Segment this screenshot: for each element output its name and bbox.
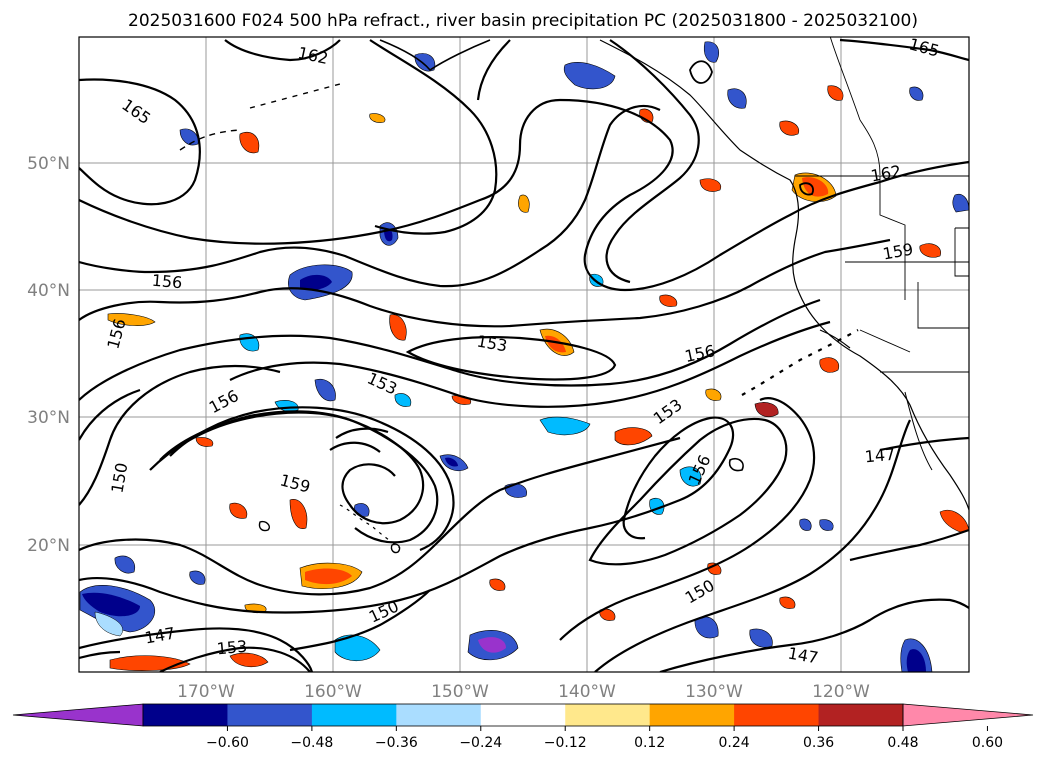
colorbar-frame xyxy=(142,703,904,727)
lon-tick-label: 170°W xyxy=(177,682,235,702)
lon-tick-label: 160°W xyxy=(304,682,362,702)
colorbar-swatch xyxy=(818,704,904,726)
colorbar-swatch xyxy=(649,704,735,726)
colorbar-tick-label: 0.36 xyxy=(803,735,834,751)
latitude-labels: 50°N 40°N 30°N 20°N xyxy=(27,154,70,556)
colorbar-swatch xyxy=(565,704,651,726)
colorbar-tick-label: 0.60 xyxy=(972,735,1003,751)
lat-tick-label: 50°N xyxy=(27,154,70,174)
colorbar-swatch xyxy=(480,704,566,726)
colorbar-ticks: −0.60 −0.48 −0.36 −0.24 −0.12 0.12 0.24 0.36 0.4… xyxy=(206,726,1003,751)
contour-label: 147 xyxy=(864,445,896,467)
colorbar-tick-label: 0.24 xyxy=(719,735,750,751)
negative-anomaly-patches xyxy=(79,41,969,672)
colorbar: −0.60 −0.48 −0.36 −0.24 −0.12 0.12 0.24 0.36 0.4… xyxy=(12,703,1034,751)
lat-tick-label: 30°N xyxy=(27,408,70,428)
colorbar-swatch xyxy=(227,704,313,726)
colorbar-swatch xyxy=(143,704,228,726)
lon-tick-label: 140°W xyxy=(558,682,616,702)
positive-anomaly-patches xyxy=(107,85,969,671)
lat-tick-label: 20°N xyxy=(27,536,70,556)
colorbar-tick-label: 0.48 xyxy=(887,735,918,751)
graticule xyxy=(79,37,969,672)
longitude-labels: 170°W 160°W 150°W 140°W 130°W 120°W xyxy=(177,682,870,702)
colorbar-swatch xyxy=(311,704,397,726)
political-borders xyxy=(795,37,969,373)
map-background xyxy=(79,37,969,672)
contour-label: 153 xyxy=(216,637,248,659)
colorbar-tick-label: −0.36 xyxy=(375,735,418,751)
lon-tick-label: 130°W xyxy=(685,682,743,702)
precipitation-anomaly-fills xyxy=(79,41,969,672)
colorbar-tick-label: 0.12 xyxy=(634,735,665,751)
colorbar-tick-label: −0.24 xyxy=(459,735,502,751)
lon-tick-label: 150°W xyxy=(431,682,489,702)
map-frame xyxy=(78,36,970,673)
lat-tick-label: 40°N xyxy=(27,281,70,301)
colorbar-swatch xyxy=(396,704,482,726)
figure-title: 2025031600 F024 500 hPa refract., river … xyxy=(128,11,918,31)
colorbar-swatches xyxy=(12,703,1034,727)
colorbar-extend-low xyxy=(12,703,144,727)
lon-tick-label: 120°W xyxy=(812,682,870,702)
colorbar-tick-label: −0.48 xyxy=(290,735,333,751)
colorbar-extend-high xyxy=(902,703,1034,727)
colorbar-swatch xyxy=(734,704,820,726)
contour-label: 156 xyxy=(151,271,183,293)
colorbar-tick-label: −0.12 xyxy=(544,735,587,751)
colorbar-tick-label: −0.60 xyxy=(206,735,249,751)
refractivity-contours xyxy=(79,38,969,672)
